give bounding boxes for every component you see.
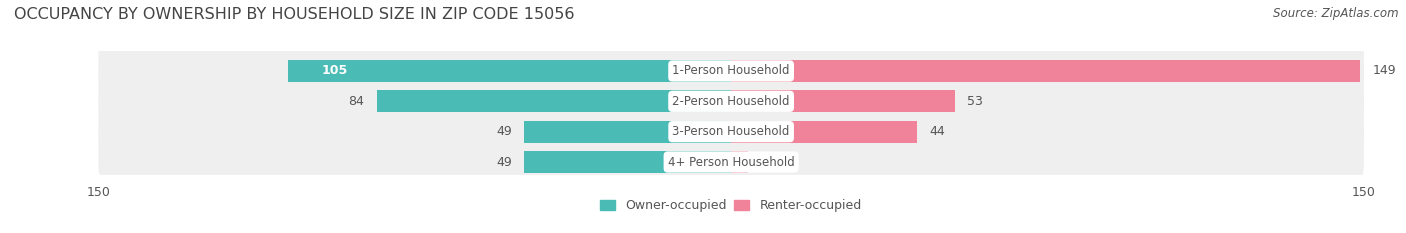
Text: 49: 49 [496,125,512,138]
Text: 4+ Person Household: 4+ Person Household [668,155,794,168]
Text: 84: 84 [349,95,364,108]
Bar [524,121,731,143]
Bar [731,151,748,173]
FancyBboxPatch shape [98,63,1364,114]
Text: Source: ZipAtlas.com: Source: ZipAtlas.com [1274,7,1399,20]
Text: 149: 149 [1372,65,1396,78]
FancyBboxPatch shape [98,123,1364,175]
Text: 4: 4 [761,155,769,168]
FancyBboxPatch shape [98,93,1364,144]
Bar [524,151,731,173]
Bar [288,60,731,82]
Text: 3-Person Household: 3-Person Household [672,125,790,138]
Text: 105: 105 [322,65,349,78]
Text: 49: 49 [496,155,512,168]
Text: 44: 44 [929,125,945,138]
Bar [377,90,731,112]
Bar [731,60,1360,82]
Text: 53: 53 [967,95,983,108]
Text: 1-Person Household: 1-Person Household [672,65,790,78]
Legend: Owner-occupied, Renter-occupied: Owner-occupied, Renter-occupied [596,194,866,217]
FancyBboxPatch shape [98,32,1364,84]
Bar [731,121,917,143]
Text: OCCUPANCY BY OWNERSHIP BY HOUSEHOLD SIZE IN ZIP CODE 15056: OCCUPANCY BY OWNERSHIP BY HOUSEHOLD SIZE… [14,7,575,22]
Bar [731,90,955,112]
Text: 2-Person Household: 2-Person Household [672,95,790,108]
